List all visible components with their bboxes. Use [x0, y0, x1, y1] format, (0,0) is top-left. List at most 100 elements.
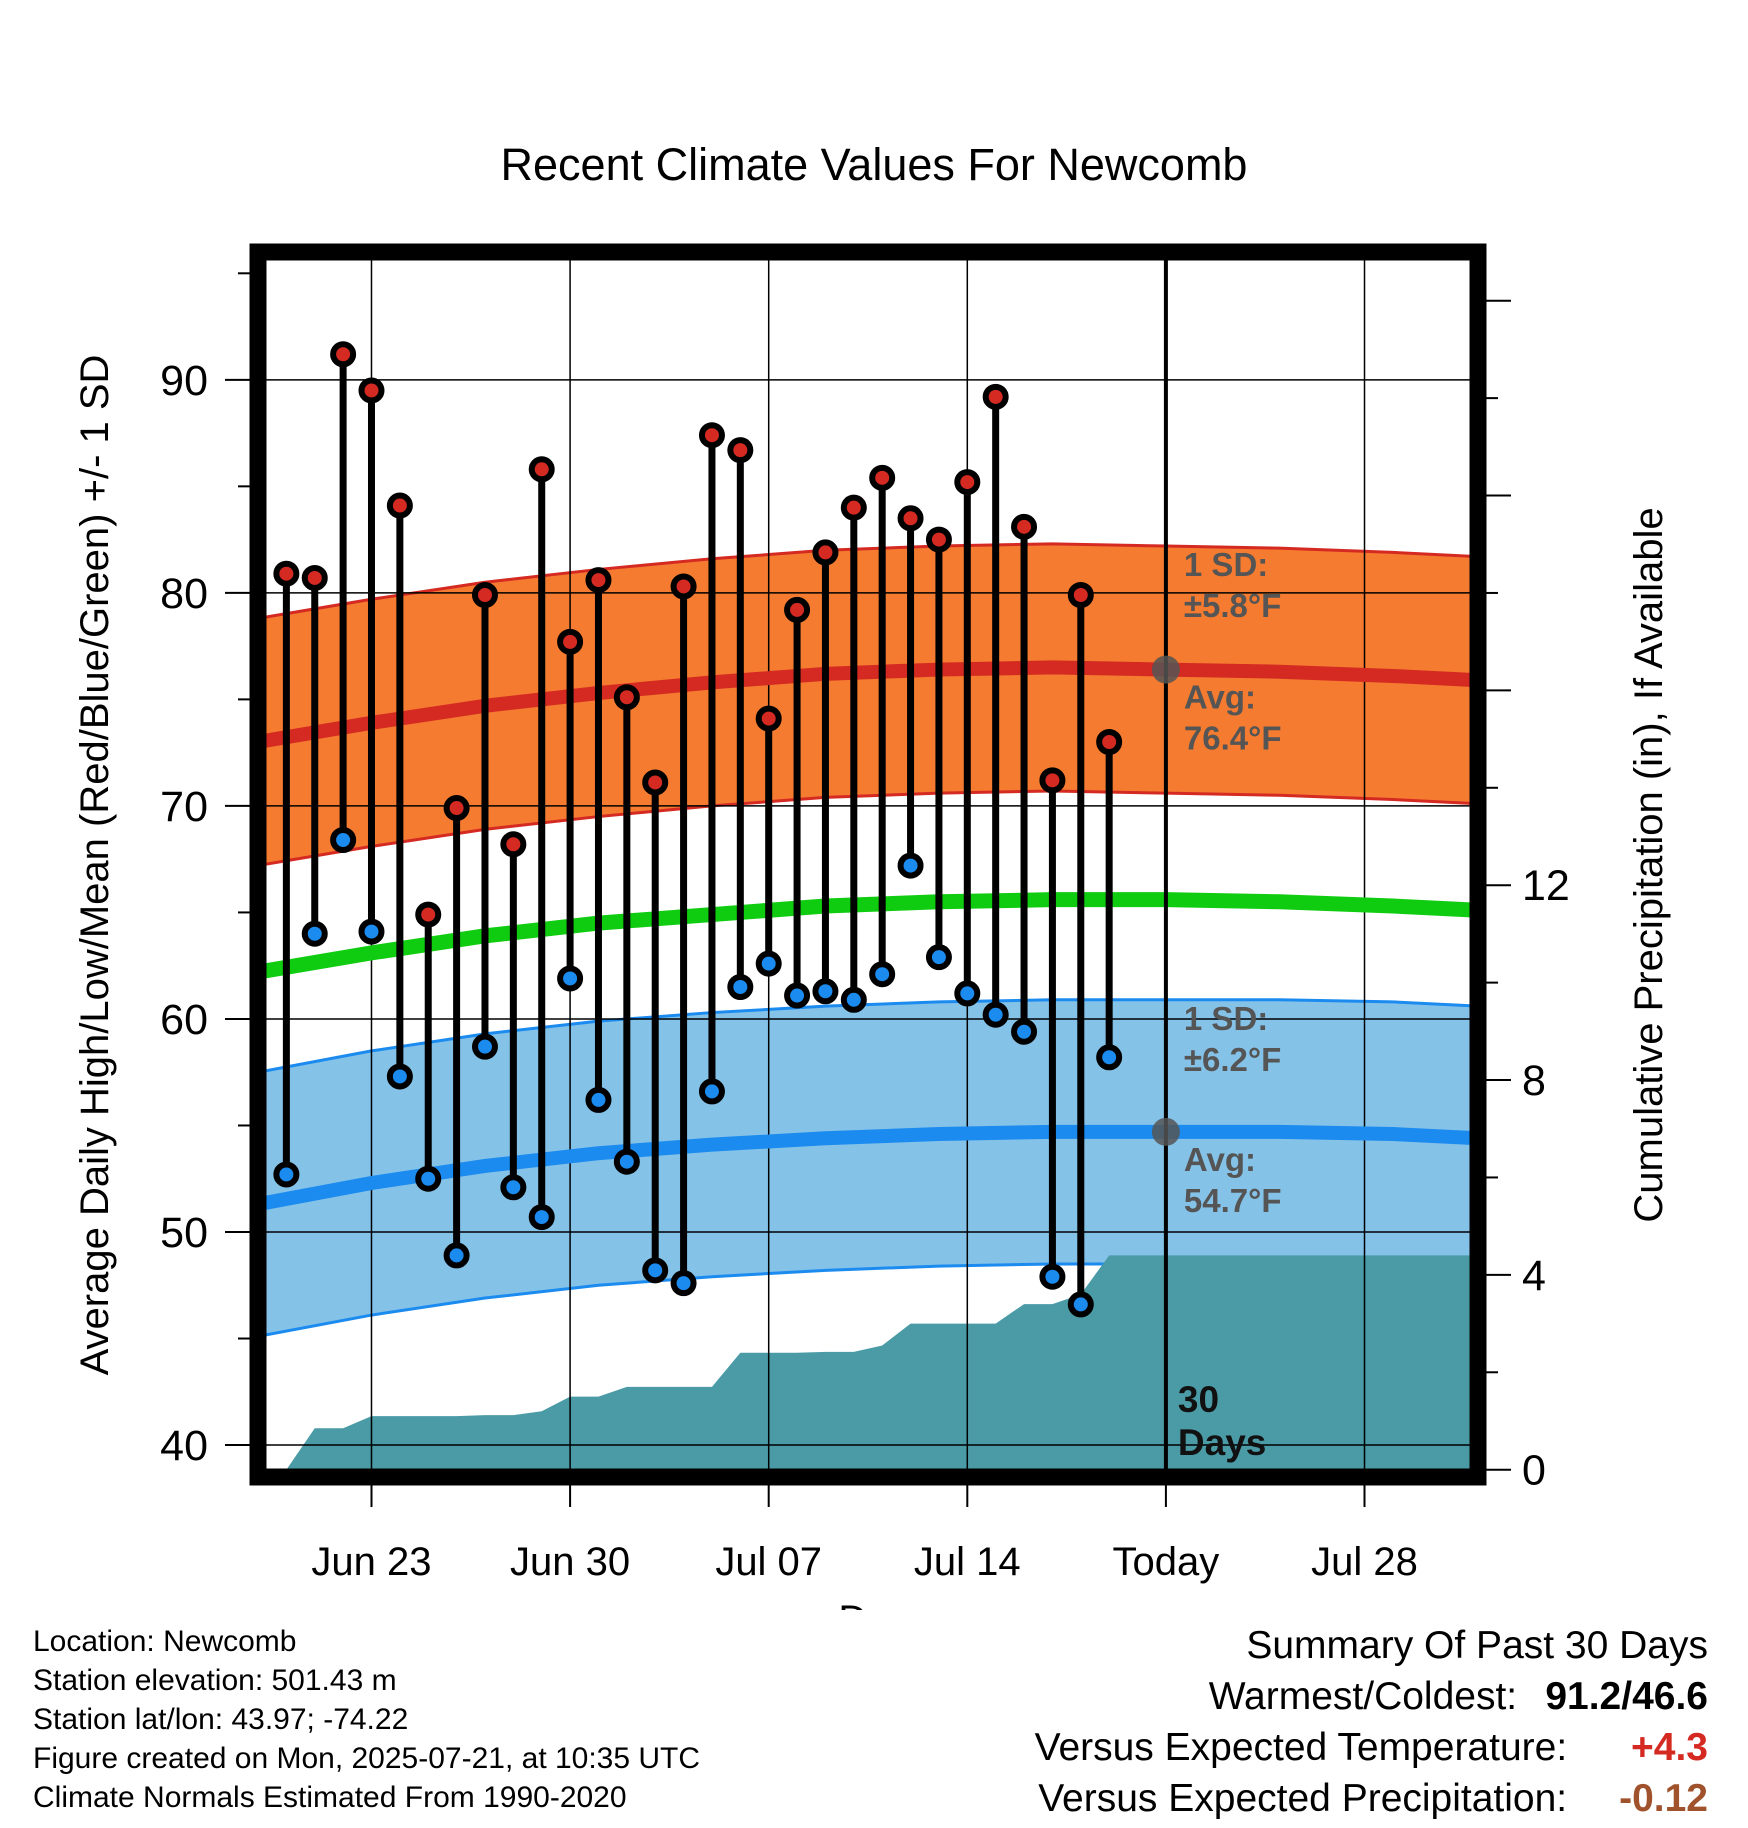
daily-high-point: [670, 573, 697, 600]
today-high-avg-marker: [1151, 655, 1180, 684]
station-info: Location: Newcomb Station elevation: 501…: [33, 1622, 700, 1817]
x-axis-label: Day: [838, 1598, 909, 1610]
daily-high-point: [925, 526, 952, 553]
daily-low-point: [273, 1161, 300, 1188]
elevation-text: Station elevation: 501.43 m: [33, 1664, 397, 1697]
daily-high-point: [840, 494, 867, 521]
daily-high-point: [1011, 513, 1038, 540]
daily-high-point: [471, 582, 498, 608]
high-avg-annotation: Avg:: [1184, 679, 1256, 716]
daily-low-point: [415, 1165, 442, 1192]
high-avg-annotation: 76.4°F: [1184, 720, 1282, 757]
daily-low-point: [528, 1204, 555, 1231]
daily-high-point: [1067, 582, 1094, 608]
daily-low-point: [727, 974, 754, 1000]
daily-low-point: [1096, 1044, 1123, 1071]
temp-value: +4.3: [1631, 1726, 1708, 1769]
x-tick-label: Jun 23: [311, 1540, 431, 1584]
x-tick-label: Jul 07: [715, 1540, 822, 1584]
low-sd-band-upper-edge: [258, 998, 1478, 1074]
daily-high-point: [301, 564, 328, 591]
plot-frame: [249, 243, 1487, 1486]
daily-low-point: [330, 827, 357, 853]
low-sd-annotation: ±6.2°F: [1184, 1041, 1281, 1078]
precip-value: -0.12: [1619, 1777, 1708, 1820]
daily-high-point: [557, 628, 584, 655]
summary-precip: Versus Expected Precipitation: -0.12: [1035, 1773, 1708, 1824]
x-tick-label: Jun 30: [510, 1540, 630, 1584]
y-axis-label: Average Daily High/Low/Mean (Red/Blue/Gr…: [73, 355, 117, 1376]
daily-low-point: [698, 1078, 725, 1105]
summary-panel: Summary Of Past 30 Days Warmest/Coldest:…: [1035, 1620, 1708, 1824]
daily-high-point: [585, 567, 612, 594]
y-tick-label: 50: [160, 1209, 208, 1257]
location-text: Location: Newcomb: [33, 1625, 297, 1658]
y2-tick-label: 12: [1522, 862, 1570, 910]
daily-low-point: [386, 1063, 413, 1090]
daily-low-point: [812, 978, 839, 1005]
low-avg-annotation: 54.7°F: [1184, 1182, 1282, 1219]
y2-tick-label: 0: [1522, 1447, 1546, 1495]
normal-low-line: [258, 1124, 1478, 1212]
daily-low-point: [471, 1033, 498, 1060]
temp-label: Versus Expected Temperature:: [1034, 1726, 1568, 1769]
y2-tick-label: 8: [1522, 1057, 1546, 1105]
daily-low-point: [642, 1257, 669, 1284]
normals-text: Climate Normals Estimated From 1990-2020: [33, 1781, 627, 1814]
daily-high-point: [330, 341, 357, 368]
low-sd-annotation: 1 SD:: [1184, 1000, 1268, 1037]
warm-cold-value: 91.2/46.6: [1545, 1675, 1708, 1718]
daily-low-point: [358, 918, 385, 945]
high-sd-annotation: ±5.8°F: [1184, 587, 1281, 624]
daily-high-point: [613, 684, 640, 711]
daily-low-point: [585, 1086, 612, 1113]
daily-high-point: [1039, 767, 1066, 794]
daily-low-point: [869, 961, 896, 988]
high-sd-band: [258, 543, 1478, 866]
warm-cold-label: Warmest/Coldest:: [1208, 1675, 1518, 1718]
daily-low-point: [840, 986, 867, 1013]
precip-label: Versus Expected Precipitation:: [1038, 1777, 1568, 1820]
daily-low-point: [670, 1270, 697, 1297]
daily-high-point: [528, 456, 555, 483]
daily-high-point: [415, 901, 442, 928]
daily-low-point: [897, 852, 924, 879]
y-tick-label: 80: [160, 570, 208, 618]
daily-high-point: [1096, 729, 1123, 755]
summary-warm-cold: Warmest/Coldest: 91.2/46.6: [1035, 1671, 1708, 1722]
daily-high-point: [358, 377, 385, 404]
daily-low-point: [301, 920, 328, 947]
daily-high-point: [642, 769, 669, 796]
x-tick-label: Jul 14: [914, 1540, 1021, 1584]
plot-area: [258, 252, 1478, 1477]
daily-high-point: [982, 383, 1009, 410]
high-sd-annotation: 1 SD:: [1184, 546, 1268, 583]
low-avg-annotation: Avg:: [1184, 1141, 1256, 1178]
daily-low-point: [954, 980, 981, 1007]
daily-high-point: [386, 492, 413, 519]
y2-tick-label: 4: [1522, 1252, 1546, 1300]
daily-high-point: [897, 505, 924, 532]
x-tick-label: Jul 28: [1311, 1540, 1418, 1584]
window-label: Days: [1178, 1422, 1266, 1463]
chart-title: Recent Climate Values For Newcomb: [501, 139, 1248, 190]
daily-high-point: [954, 469, 981, 496]
precip-area: [258, 1255, 1478, 1470]
window-label: 30: [1178, 1379, 1219, 1420]
daily-high-point: [443, 795, 470, 822]
y-tick-label: 40: [160, 1422, 208, 1470]
daily-low-point: [1011, 1018, 1038, 1045]
daily-low-point: [613, 1148, 640, 1175]
daily-low-point: [443, 1242, 470, 1269]
x-tick-label: Today: [1113, 1540, 1220, 1584]
daily-low-point: [1039, 1263, 1066, 1290]
daily-high-point: [500, 831, 527, 858]
daily-low-point: [925, 944, 952, 971]
daily-high-point: [727, 437, 754, 464]
latlon-text: Station lat/lon: 43.97; -74.22: [33, 1703, 409, 1736]
y-tick-label: 60: [160, 996, 208, 1044]
daily-high-point: [869, 464, 896, 491]
daily-high-point: [755, 705, 782, 732]
daily-low-point: [982, 1001, 1009, 1028]
y-tick-label: 70: [160, 783, 208, 831]
